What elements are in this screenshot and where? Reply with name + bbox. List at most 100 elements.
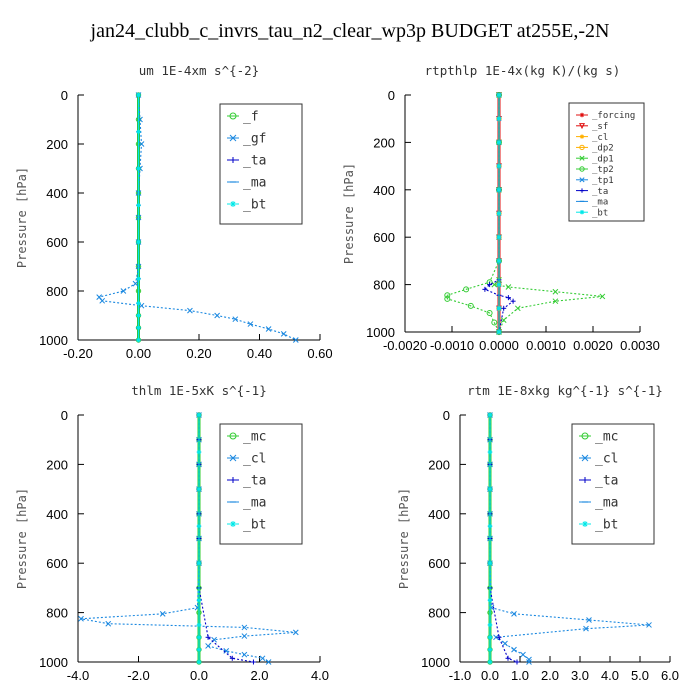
series-marker [491, 319, 498, 326]
series-marker [136, 325, 141, 330]
y-tick-label: 0 [61, 408, 68, 423]
x-tick-label: 1.0 [511, 668, 529, 683]
x-tick-label: 2.0 [250, 668, 268, 683]
legend-item: _tp1 [576, 176, 614, 186]
legend-label: _bt [592, 208, 608, 218]
series-marker [197, 561, 201, 566]
legend-item: _mc [227, 430, 266, 445]
y-tick-label: 1000 [366, 325, 395, 340]
legend-label: _ma [243, 496, 266, 511]
y-tick-label: 600 [373, 230, 395, 245]
series-marker [136, 129, 141, 134]
x-tick-label: 0.0 [481, 668, 499, 683]
legend-item: _f [227, 110, 259, 125]
series-marker [583, 625, 589, 632]
series-marker [265, 326, 272, 332]
series-marker [580, 113, 584, 117]
legend: _forcing_sf_cl_dp2_dp1_tp2_tp1_ta_ma_bt [568, 102, 645, 222]
series-marker [497, 140, 501, 145]
legend-label: _dp1 [592, 154, 614, 164]
series-marker [488, 598, 492, 603]
panel-title: rtm 1E-8xkg kg^{-1} s^{-1} [467, 383, 663, 398]
y-axis-label: Pressure [hPa] [342, 163, 356, 264]
series-ta [487, 412, 520, 665]
series-marker [247, 321, 254, 327]
series-marker [500, 317, 507, 324]
series-marker [582, 521, 588, 527]
x-tick-label: 0.0010 [526, 338, 566, 353]
series-marker [580, 210, 584, 215]
series-tp2 [444, 92, 502, 335]
legend-item: _ma [227, 496, 266, 511]
legend-item: _bt [579, 518, 618, 533]
series-marker [96, 294, 103, 300]
legend-item: _tp2 [576, 165, 614, 175]
series-marker [223, 648, 230, 654]
series-marker [497, 282, 501, 287]
x-tick-label: 2.0 [541, 668, 559, 683]
series-marker [230, 521, 236, 527]
x-tick-label: -0.0020 [383, 338, 427, 353]
x-tick-label: 3.0 [571, 668, 589, 683]
x-tick-label: 0.40 [247, 346, 272, 361]
legend-label: _ta [243, 154, 266, 169]
series-marker [493, 634, 499, 641]
legend-label: _bt [243, 518, 266, 533]
series-marker [552, 288, 559, 295]
series-marker [292, 337, 299, 343]
legend-label: _cl [595, 452, 618, 467]
series-marker [579, 155, 585, 161]
legend-label: _mc [243, 430, 266, 445]
series-marker [586, 617, 592, 623]
legend-item: _bt [227, 198, 266, 213]
y-tick-label: 200 [46, 457, 68, 472]
series-marker [265, 659, 272, 665]
series-marker [229, 432, 237, 440]
legend-item: _ta [227, 154, 266, 169]
legend-item: _dp2 [576, 144, 614, 154]
legend-label: _f [243, 110, 259, 125]
legend: _mc _cl _ta _ma _bt [219, 423, 303, 545]
series-marker [136, 338, 141, 342]
series-bt [487, 412, 493, 665]
series-marker [511, 610, 517, 617]
legend-item: _ma [227, 176, 266, 191]
series-marker [497, 164, 501, 168]
series-marker [232, 316, 239, 323]
series-marker [292, 629, 299, 636]
series-marker [138, 302, 145, 309]
panel-title: um 1E-4xm s^{-2} [139, 63, 259, 78]
series-marker [488, 623, 492, 627]
y-axis-label: Pressure [hPa] [397, 488, 411, 589]
series-marker [197, 524, 201, 529]
series-marker [136, 203, 141, 208]
y-tick-label: 800 [428, 606, 450, 621]
legend-item: _ta [576, 187, 608, 197]
y-tick-label: 200 [428, 457, 450, 472]
series-marker [488, 647, 492, 652]
y-tick-label: 0 [443, 408, 450, 423]
legend-item: _ma [576, 198, 608, 208]
y-tick-label: 600 [428, 556, 450, 571]
series-line [98, 94, 297, 341]
legend-label: _ta [595, 474, 618, 489]
series-marker [497, 116, 501, 121]
legend-label: _tp2 [592, 165, 614, 175]
series-marker [241, 624, 248, 631]
series-marker [259, 655, 266, 662]
y-tick-label: 200 [373, 135, 395, 150]
x-tick-label: 4.0 [311, 668, 329, 683]
series-marker [230, 201, 236, 207]
series-marker [99, 297, 106, 304]
series-marker [505, 284, 512, 290]
series-bt [196, 412, 202, 665]
series-line [489, 415, 518, 663]
series-marker [526, 656, 532, 663]
series-marker [444, 292, 451, 299]
series-line [483, 95, 515, 333]
legend-label: _sf [592, 122, 608, 132]
series-marker [229, 134, 237, 142]
legend-label: _forcing [592, 111, 635, 121]
legend-item: _bt [227, 518, 266, 533]
